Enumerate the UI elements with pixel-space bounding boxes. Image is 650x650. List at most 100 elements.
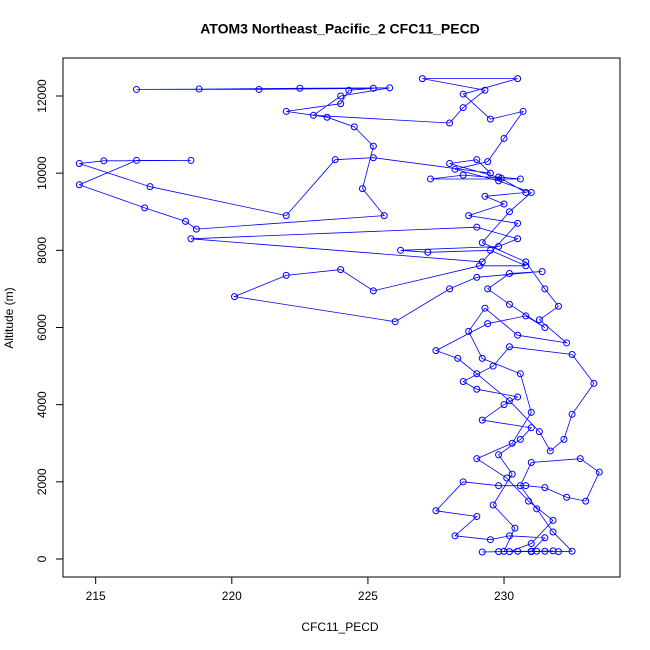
data-point (473, 370, 481, 378)
data-point (478, 239, 486, 247)
data-point (533, 505, 541, 513)
data-point (282, 212, 290, 220)
data-point (560, 435, 568, 443)
data-point (495, 451, 503, 459)
y-tick-label: 6000 (35, 314, 49, 341)
data-point (465, 327, 473, 335)
data-point (481, 86, 489, 94)
data-point (459, 104, 467, 112)
data-point (516, 370, 524, 378)
data-point (522, 188, 530, 196)
data-point (563, 493, 571, 501)
data-point (75, 181, 83, 189)
data-point (505, 300, 513, 308)
data-point (527, 188, 535, 196)
data-point (516, 435, 524, 443)
data-point (192, 225, 200, 233)
data-point (549, 528, 557, 536)
data-point (522, 312, 530, 320)
data-point (459, 90, 467, 98)
data-point (397, 246, 405, 254)
data-point (514, 547, 522, 555)
data-point (195, 85, 203, 93)
data-point (369, 154, 377, 162)
data-point (546, 447, 554, 455)
data-point (446, 160, 454, 168)
data-point (465, 212, 473, 220)
data-point (522, 258, 530, 266)
data-point (231, 293, 239, 301)
y-tick-label: 0 (35, 555, 49, 562)
data-point (484, 158, 492, 166)
data-point (495, 548, 503, 556)
data-point (500, 401, 508, 409)
data-point (484, 285, 492, 293)
data-point (549, 516, 557, 524)
data-point (554, 302, 562, 310)
data-point (100, 157, 108, 165)
data-point (500, 200, 508, 208)
data-point (514, 235, 522, 243)
data-point (369, 287, 377, 295)
data-point (514, 75, 522, 83)
data-point (478, 354, 486, 362)
data-point (296, 84, 304, 92)
data-point (337, 266, 345, 274)
data-line (78, 78, 600, 553)
data-point (478, 548, 486, 556)
data-point (358, 185, 366, 193)
data-point (446, 285, 454, 293)
data-point (516, 175, 524, 183)
x-tick-label: 230 (494, 589, 514, 603)
data-point (337, 92, 345, 100)
data-point (459, 378, 467, 386)
plot-frame (62, 57, 621, 578)
data-point (516, 482, 524, 490)
data-point (350, 123, 358, 131)
data-point (380, 212, 388, 220)
data-point (323, 113, 331, 121)
data-point (459, 478, 467, 486)
data-point (369, 142, 377, 150)
data-point (282, 271, 290, 279)
data-point (486, 169, 494, 177)
data-point (541, 547, 549, 555)
data-point (514, 393, 522, 401)
data-point (495, 482, 503, 490)
data-point (527, 547, 535, 555)
data-point (478, 416, 486, 424)
data-point (454, 354, 462, 362)
data-point (331, 156, 339, 164)
data-point (133, 85, 141, 93)
data-point (541, 285, 549, 293)
data-point (590, 379, 598, 387)
data-point (255, 85, 263, 93)
data-point (533, 547, 541, 555)
y-tick-label: 12000 (35, 79, 49, 113)
data-point (522, 482, 530, 490)
data-point (495, 177, 503, 185)
data-point (525, 497, 533, 505)
data-point (282, 107, 290, 115)
data-point (386, 84, 394, 92)
chart-title: ATOM3 Northeast_Pacific_2 CFC11_PECD (200, 21, 480, 37)
data-point (473, 385, 481, 393)
data-point (473, 223, 481, 231)
data-point (505, 343, 513, 351)
data-point (481, 304, 489, 312)
data-point (345, 86, 353, 94)
x-tick-label: 215 (86, 589, 106, 603)
data-point (141, 204, 149, 212)
data-point (541, 484, 549, 492)
data-point (535, 428, 543, 436)
data-point (503, 474, 511, 482)
data-point (500, 134, 508, 142)
data-point (563, 339, 571, 347)
data-point (427, 175, 435, 183)
data-point (527, 408, 535, 416)
data-point (451, 165, 459, 173)
x-axis-label: CFC11_PECD (301, 620, 378, 634)
data-point (541, 323, 549, 331)
data-point (568, 547, 576, 555)
